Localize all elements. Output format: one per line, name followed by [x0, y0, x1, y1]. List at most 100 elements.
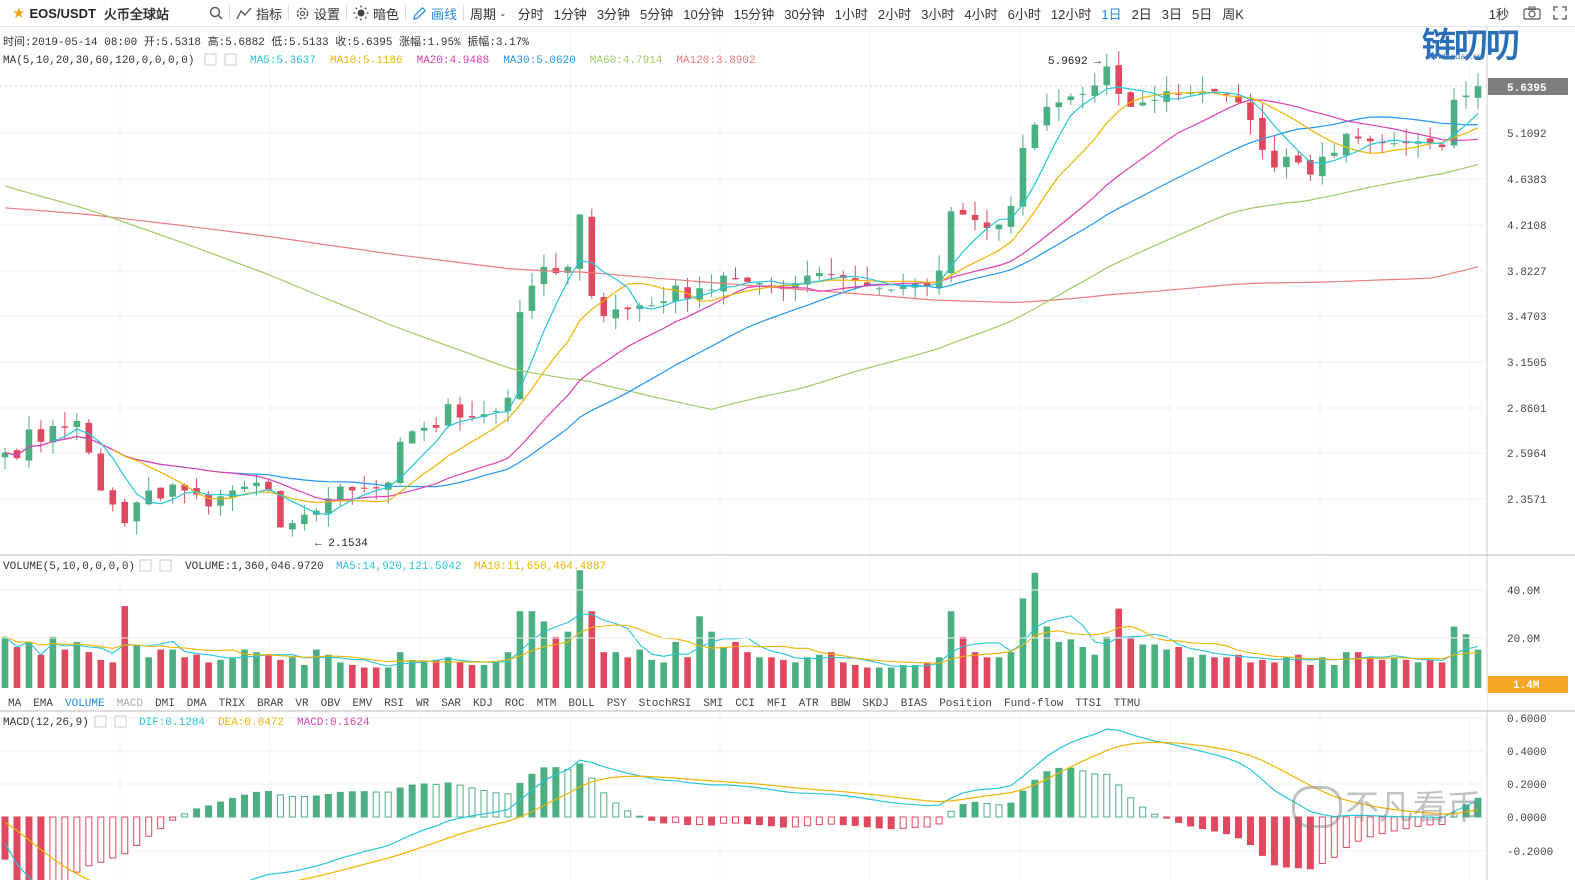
volume-bar[interactable]	[1211, 657, 1218, 688]
volume-bar[interactable]	[1426, 659, 1434, 688]
volume-bar[interactable]	[1079, 647, 1087, 688]
candle-body[interactable]	[1426, 138, 1434, 144]
volume-bar[interactable]	[899, 664, 907, 688]
candle-body[interactable]	[1474, 86, 1482, 98]
volume-bar[interactable]	[145, 657, 153, 688]
candle-body[interactable]	[708, 289, 715, 291]
indicator-tab-mtm[interactable]: MTM	[537, 698, 557, 710]
candle-body[interactable]	[672, 285, 679, 302]
volume-bar[interactable]	[1127, 636, 1135, 688]
candle-body[interactable]	[624, 307, 632, 310]
candle-body[interactable]	[1354, 136, 1362, 139]
candle-body[interactable]	[552, 268, 560, 274]
camera-icon[interactable]	[1523, 0, 1541, 26]
indicator-tab-bias[interactable]: BIAS	[901, 698, 928, 710]
volume-bar[interactable]	[744, 652, 751, 688]
candle-body[interactable]	[1055, 102, 1063, 108]
macd-bar[interactable]	[372, 791, 380, 818]
candle-body[interactable]	[756, 283, 763, 285]
macd-bar[interactable]	[1163, 816, 1171, 819]
macd-bar[interactable]	[1234, 816, 1242, 839]
macd-bar[interactable]	[25, 816, 33, 880]
macd-bar[interactable]	[1079, 770, 1087, 818]
volume-bar[interactable]	[337, 662, 344, 688]
indicator-tab-boll[interactable]: BOLL	[568, 698, 594, 710]
volume-bar[interactable]	[217, 659, 224, 688]
macd-bar[interactable]	[708, 816, 716, 826]
macd-bar[interactable]	[181, 813, 189, 818]
draw-button[interactable]: 画线	[412, 0, 457, 26]
indicator-tab-smi[interactable]: SMI	[703, 698, 723, 710]
volume-bar[interactable]	[1307, 664, 1314, 688]
macd-bar[interactable]	[672, 816, 680, 823]
indicator-tab-fund-flow[interactable]: Fund-flow	[1004, 698, 1064, 710]
macd-bar[interactable]	[1067, 767, 1075, 818]
candle-body[interactable]	[468, 416, 476, 418]
macd-settings-icon[interactable]	[94, 715, 107, 728]
volume-bar[interactable]	[911, 664, 919, 688]
volume-bar[interactable]	[588, 611, 596, 688]
macd-bar[interactable]	[1127, 797, 1135, 818]
volume-bar[interactable]	[720, 647, 727, 688]
candle-body[interactable]	[37, 429, 45, 442]
macd-bar[interactable]	[61, 816, 69, 880]
candle-body[interactable]	[169, 484, 176, 497]
volume-bar[interactable]	[1462, 634, 1470, 688]
volume-bar[interactable]	[1199, 654, 1206, 688]
indicator-tab-ma[interactable]: MA	[8, 698, 22, 710]
volume-bar[interactable]	[684, 657, 691, 688]
period-tab-1[interactable]: 1分钟	[553, 6, 587, 22]
macd-bar[interactable]	[157, 816, 165, 830]
macd-bar[interactable]	[791, 816, 799, 828]
volume-bar[interactable]	[456, 662, 464, 688]
volume-bar[interactable]	[780, 659, 787, 688]
candle-body[interactable]	[648, 305, 655, 307]
volume-bar[interactable]	[624, 657, 632, 688]
volume-bar[interactable]	[313, 649, 320, 688]
candle-body[interactable]	[121, 501, 129, 524]
volume-bar[interactable]	[612, 652, 620, 688]
volume-bar[interactable]	[1414, 662, 1422, 688]
indicator-tab-emv[interactable]: EMV	[352, 698, 372, 710]
macd-bar[interactable]	[887, 816, 895, 830]
candle-body[interactable]	[1259, 117, 1266, 150]
candle-body[interactable]	[265, 481, 272, 491]
indicator-tab-rsi[interactable]: RSI	[384, 698, 404, 710]
candle-body[interactable]	[660, 301, 667, 304]
macd-bar[interactable]	[193, 808, 201, 818]
volume-bar[interactable]	[444, 657, 452, 688]
period-tab-6[interactable]: 30分钟	[784, 6, 825, 22]
macd-bar[interactable]	[1055, 767, 1063, 818]
period-tab-3[interactable]: 5分钟	[640, 6, 674, 22]
indicator-tab-volume[interactable]: VOLUME	[65, 698, 105, 710]
candle-body[interactable]	[1115, 65, 1123, 94]
candle-body[interactable]	[887, 289, 895, 291]
period-tab-9[interactable]: 3小时	[921, 6, 955, 22]
macd-bar[interactable]	[636, 815, 644, 818]
macd-bar[interactable]	[1019, 790, 1027, 818]
volume-bar[interactable]	[792, 662, 799, 688]
candle-body[interactable]	[360, 487, 368, 489]
volume-bar[interactable]	[1342, 652, 1350, 688]
macd-bar[interactable]	[252, 791, 260, 818]
volume-bar[interactable]	[61, 649, 69, 688]
macd-bar[interactable]	[1366, 816, 1374, 838]
volume-bar[interactable]	[372, 667, 380, 688]
candle-body[interactable]	[1139, 102, 1146, 106]
volume-bar[interactable]	[887, 667, 895, 688]
macd-bar[interactable]	[839, 816, 847, 826]
period-tab-7[interactable]: 1小时	[834, 6, 868, 22]
candle-body[interactable]	[899, 285, 907, 289]
volume-bar[interactable]	[1055, 641, 1063, 688]
candle-body[interactable]	[229, 490, 236, 498]
volume-bar[interactable]	[169, 649, 176, 688]
macd-bar[interactable]	[1450, 812, 1458, 818]
volume-bar[interactable]	[193, 654, 200, 688]
candle-body[interactable]	[181, 484, 188, 491]
candle-body[interactable]	[1019, 147, 1027, 207]
macd-bar[interactable]	[1354, 816, 1362, 842]
macd-bar[interactable]	[1031, 779, 1039, 818]
macd-bar[interactable]	[492, 792, 500, 818]
volume-bar[interactable]	[1390, 657, 1398, 688]
period-tab-13[interactable]: 1日	[1101, 6, 1122, 22]
